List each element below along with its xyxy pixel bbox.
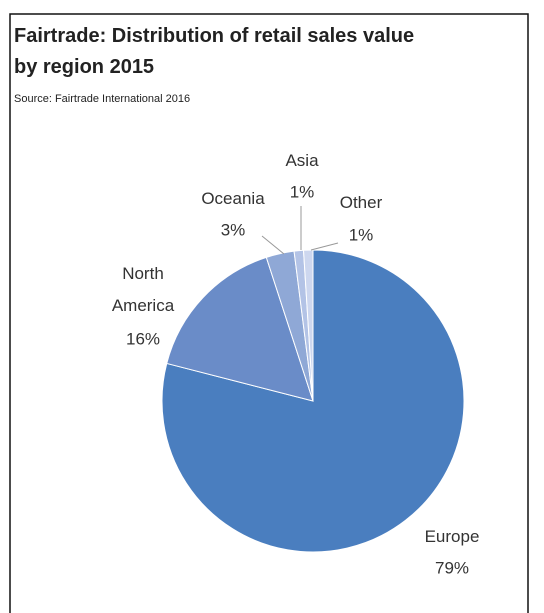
- data-label: 16%: [126, 329, 160, 348]
- category-label: North America: [112, 264, 175, 315]
- data-label: 79%: [435, 558, 469, 577]
- pie-slice: [166, 256, 314, 402]
- chart-title: Fairtrade: Distribution of retail sales …: [14, 25, 414, 78]
- chart-subtitle: Source: Fairtrade International 2016: [14, 93, 190, 105]
- leader-line: [261, 235, 285, 255]
- leader-line: [310, 242, 339, 251]
- pie-slice: [302, 249, 314, 402]
- data-label: 1%: [349, 225, 374, 244]
- category-label: Other: [340, 193, 383, 212]
- category-label: Oceania: [201, 189, 265, 208]
- frame: [9, 13, 529, 613]
- data-label: 1%: [290, 182, 315, 201]
- category-label: Asia: [285, 151, 319, 170]
- data-label: 3%: [221, 220, 246, 239]
- category-label: Europe: [425, 527, 480, 546]
